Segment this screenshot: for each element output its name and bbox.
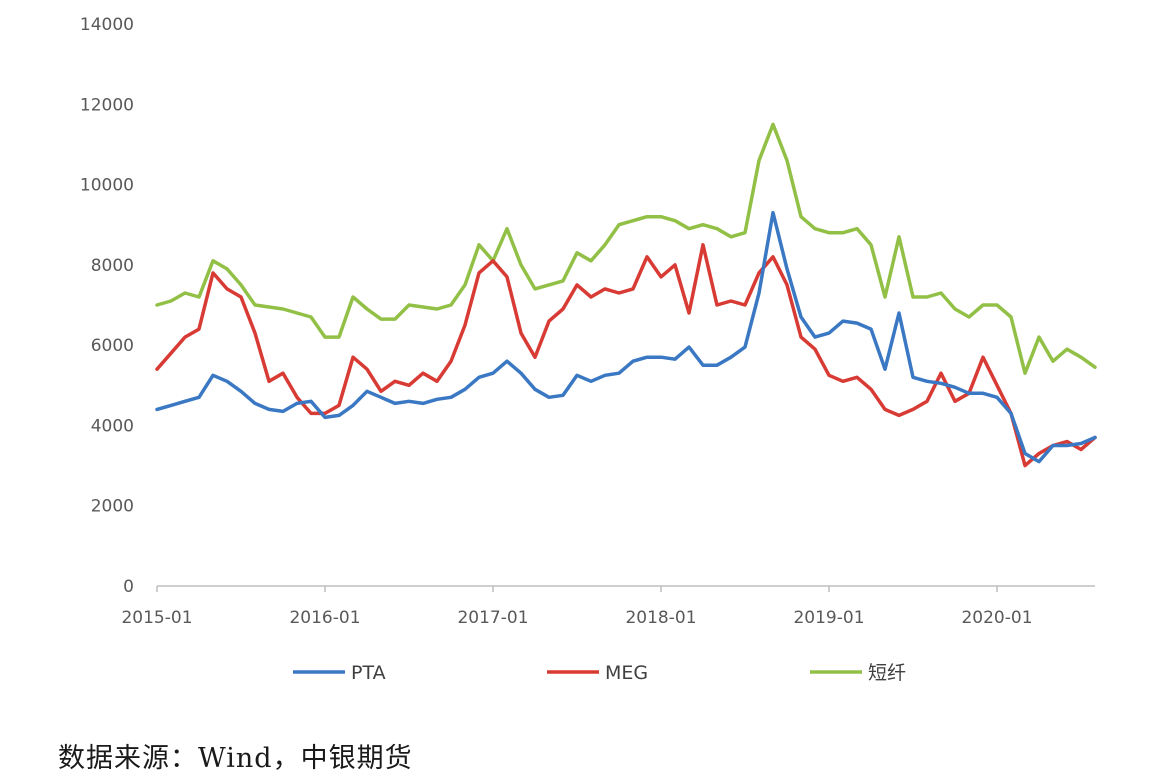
legend-label: PTA	[351, 662, 386, 684]
y-axis-ticks: 0 2000 4000 6000 8000 10000 12000 14000	[80, 15, 134, 597]
y-tick-label: 8000	[91, 256, 134, 276]
x-tick-label: 2016-01	[289, 608, 360, 628]
legend-label: 短纤	[868, 662, 906, 684]
x-tick-label: 2018-01	[625, 608, 696, 628]
y-tick-label: 0	[123, 577, 134, 597]
series-layer	[155, 122, 1097, 468]
legend: PTA MEG 短纤	[293, 662, 906, 684]
x-tick-label: 2019-01	[793, 608, 864, 628]
y-tick-label: 10000	[80, 176, 134, 196]
x-axis-ticks: 2015-01 2016-01 2017-01 2018-01 2019-01 2020-…	[121, 586, 1033, 628]
x-tick-label: 2015-01	[121, 608, 192, 628]
y-tick-label: 12000	[80, 95, 134, 115]
x-tick-label: 2020-01	[961, 608, 1032, 628]
y-tick-label: 4000	[91, 416, 134, 436]
series-line-staple-fiber	[155, 122, 1097, 375]
y-tick-label: 6000	[91, 336, 134, 356]
y-tick-label: 14000	[80, 15, 134, 35]
y-tick-label: 2000	[91, 497, 134, 517]
series-line-pta	[155, 210, 1097, 464]
source-note: 数据来源：Wind，中银期货	[58, 743, 413, 774]
series-line-meg	[155, 243, 1097, 468]
x-tick-label: 2017-01	[457, 608, 528, 628]
legend-label: MEG	[605, 662, 648, 684]
